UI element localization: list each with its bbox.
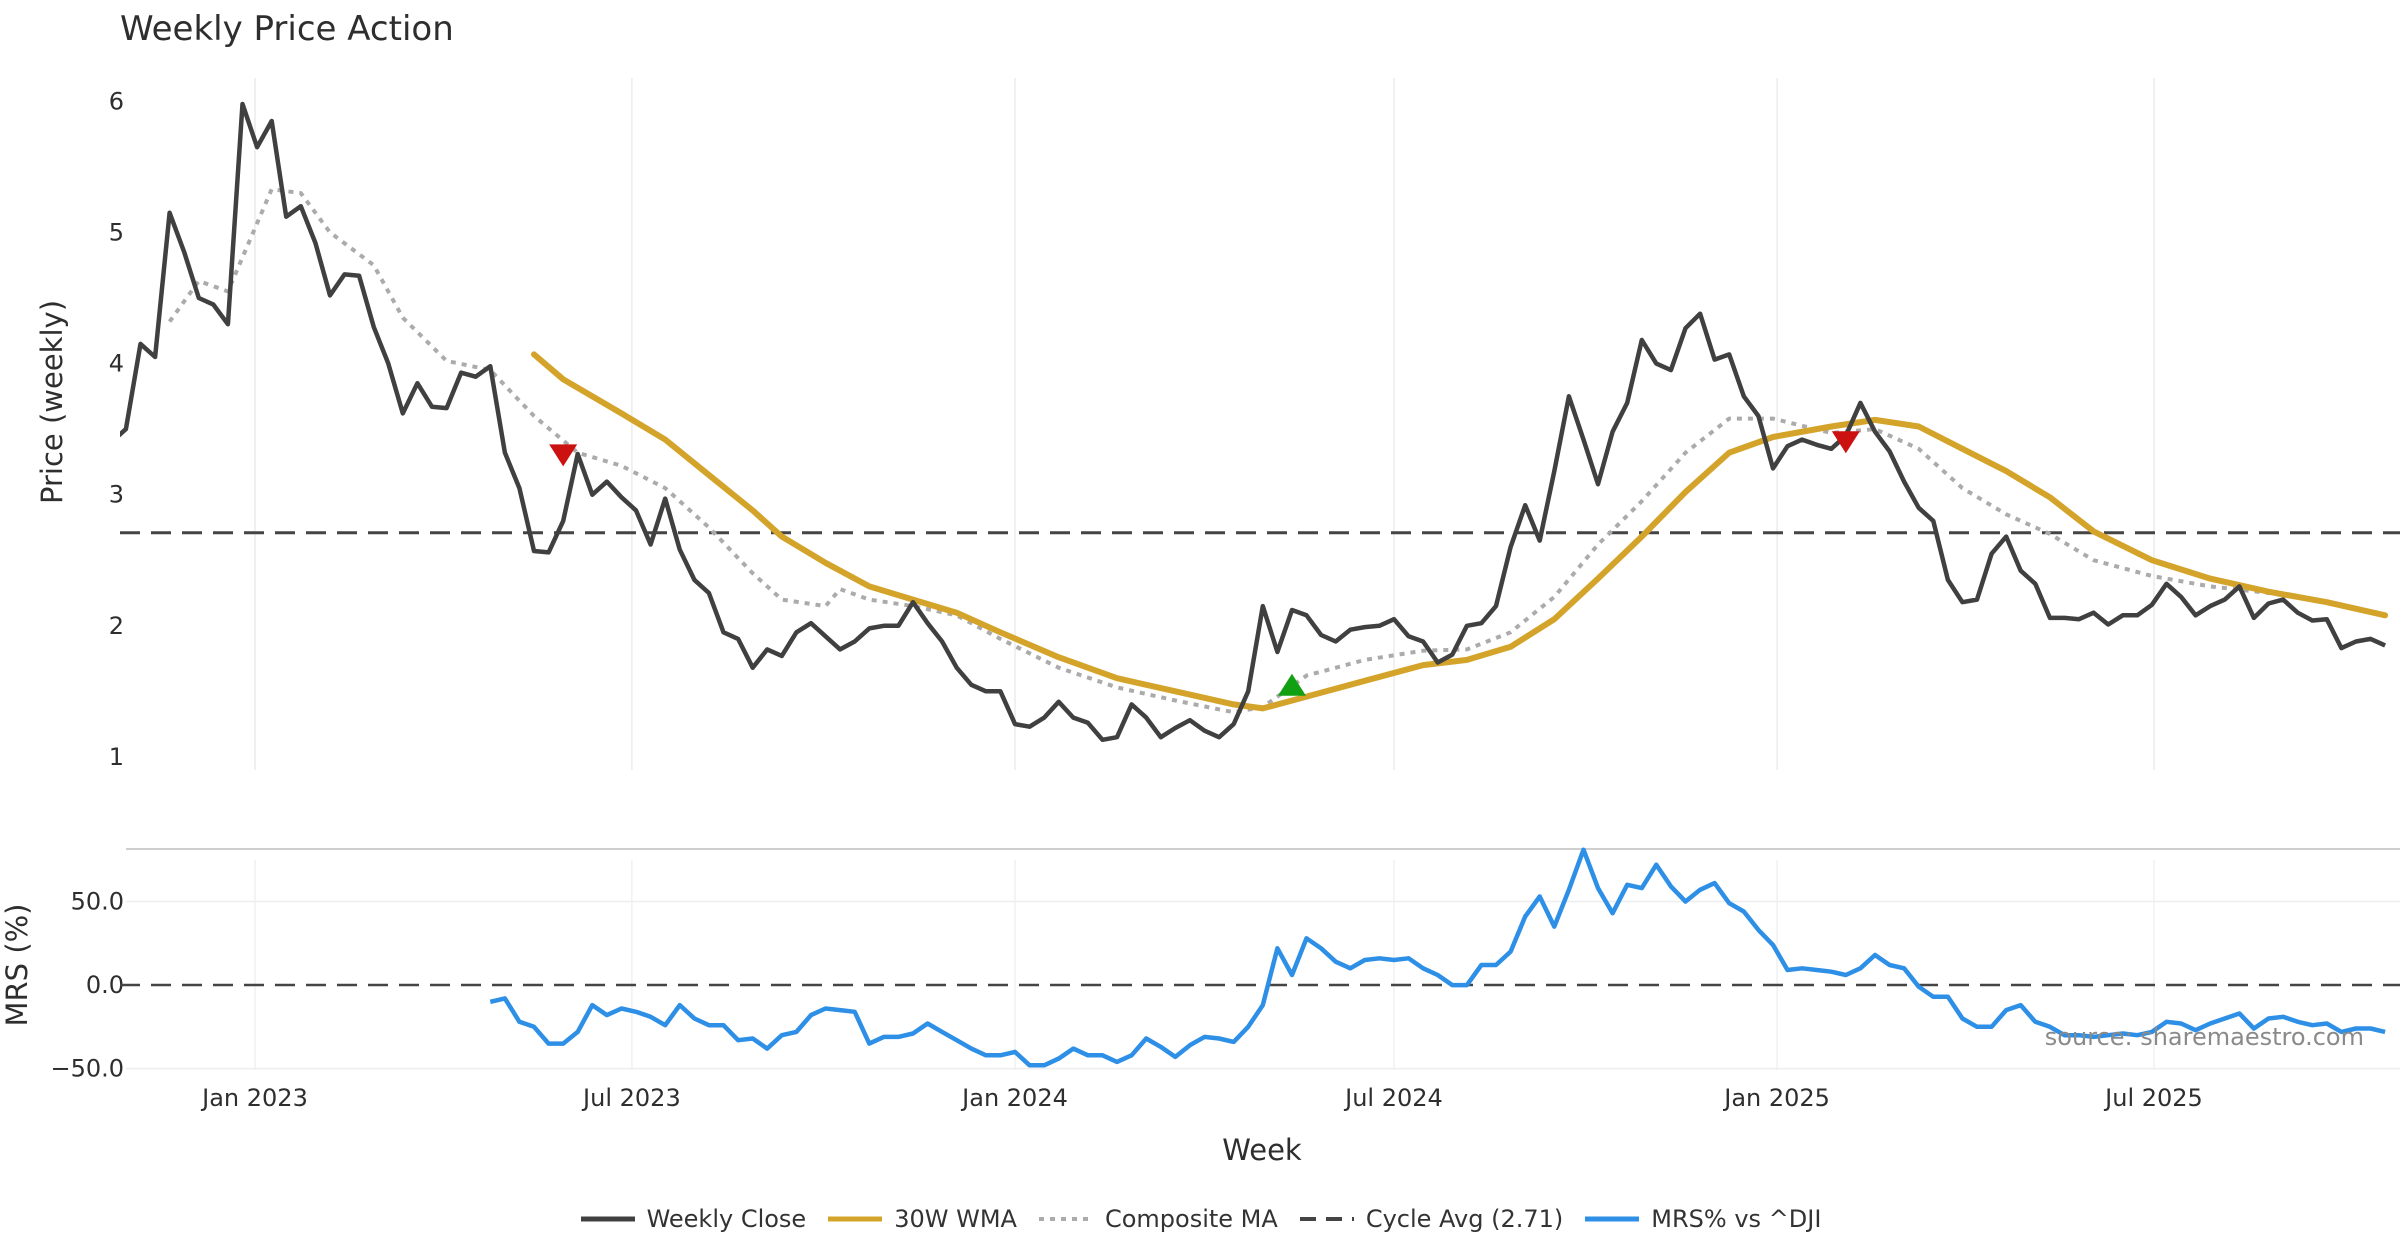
- x-tick-label: Jan 2024: [960, 1084, 1068, 1112]
- legend: Weekly Close 30W WMA Composite MA Cycle Avg…: [0, 1205, 2400, 1233]
- sell-signal-marker: [549, 444, 578, 467]
- mrs-y-axis-title: MRS (%): [0, 904, 34, 1027]
- composite-ma-line: [167, 187, 2386, 715]
- legend-item: Composite MA: [1037, 1205, 1278, 1233]
- price-y-tick-label: 5: [109, 218, 124, 246]
- x-axis: Jan 2023 Jul 2023 Jan 2024 Jul 2024 Jan 2025…: [200, 1084, 2203, 1112]
- wma-30w-line: [531, 351, 2389, 712]
- legend-swatch: [828, 1216, 883, 1222]
- price-y-tick-label: 4: [109, 350, 124, 378]
- price-panel: [120, 101, 2400, 743]
- legend-swatch: [1585, 1216, 1640, 1222]
- x-tick-label: Jul 2023: [581, 1084, 681, 1112]
- gridlines: 1 2 3 4 5 6 50.0 0.0 −50.0: [50, 78, 2400, 1083]
- mrs-panel: [120, 847, 2400, 1068]
- x-axis-title: Week: [1222, 1133, 1302, 1167]
- legend-label: MRS% vs ^DJI: [1651, 1205, 1822, 1233]
- legend-item: Weekly Close: [579, 1205, 807, 1233]
- x-tick-label: Jul 2025: [2103, 1084, 2203, 1112]
- legend-swatch: [1038, 1217, 1093, 1221]
- legend-label: 30W WMA: [894, 1205, 1017, 1233]
- price-y-tick-label: 1: [109, 743, 124, 771]
- weekly-close-line: [120, 101, 2387, 743]
- mrs-y-tick-label: 50.0: [71, 887, 124, 915]
- legend-label: Weekly Close: [646, 1205, 807, 1233]
- sell-signal-marker: [1831, 431, 1860, 454]
- legend-swatch: [1299, 1217, 1354, 1221]
- mrs-y-tick-label: −50.0: [50, 1055, 124, 1083]
- x-tick-label: Jan 2023: [200, 1084, 308, 1112]
- legend-label: Composite MA: [1104, 1205, 1278, 1233]
- price-y-tick-label: 3: [109, 481, 124, 509]
- mrs-y-tick-label: 0.0: [86, 971, 124, 999]
- buy-signal-marker: [1277, 673, 1306, 696]
- legend-item: Cycle Avg (2.71): [1298, 1205, 1563, 1233]
- price-y-axis-title: Price (weekly): [35, 300, 69, 504]
- price-y-tick-label: 6: [109, 87, 124, 115]
- legend-label: Cycle Avg (2.71): [1365, 1205, 1564, 1233]
- legend-swatch: [580, 1216, 635, 1222]
- mrs-line: [489, 847, 2386, 1068]
- legend-item: 30W WMA: [826, 1205, 1017, 1233]
- source-watermark: source: sharemaestro.com: [2045, 1023, 2364, 1051]
- price-y-tick-label: 2: [109, 612, 124, 640]
- x-tick-label: Jul 2024: [1343, 1084, 1443, 1112]
- chart-title: Weekly Price Action: [120, 9, 454, 49]
- x-tick-label: Jan 2025: [1722, 1084, 1830, 1112]
- legend-item: MRS% vs ^DJI: [1583, 1205, 1821, 1233]
